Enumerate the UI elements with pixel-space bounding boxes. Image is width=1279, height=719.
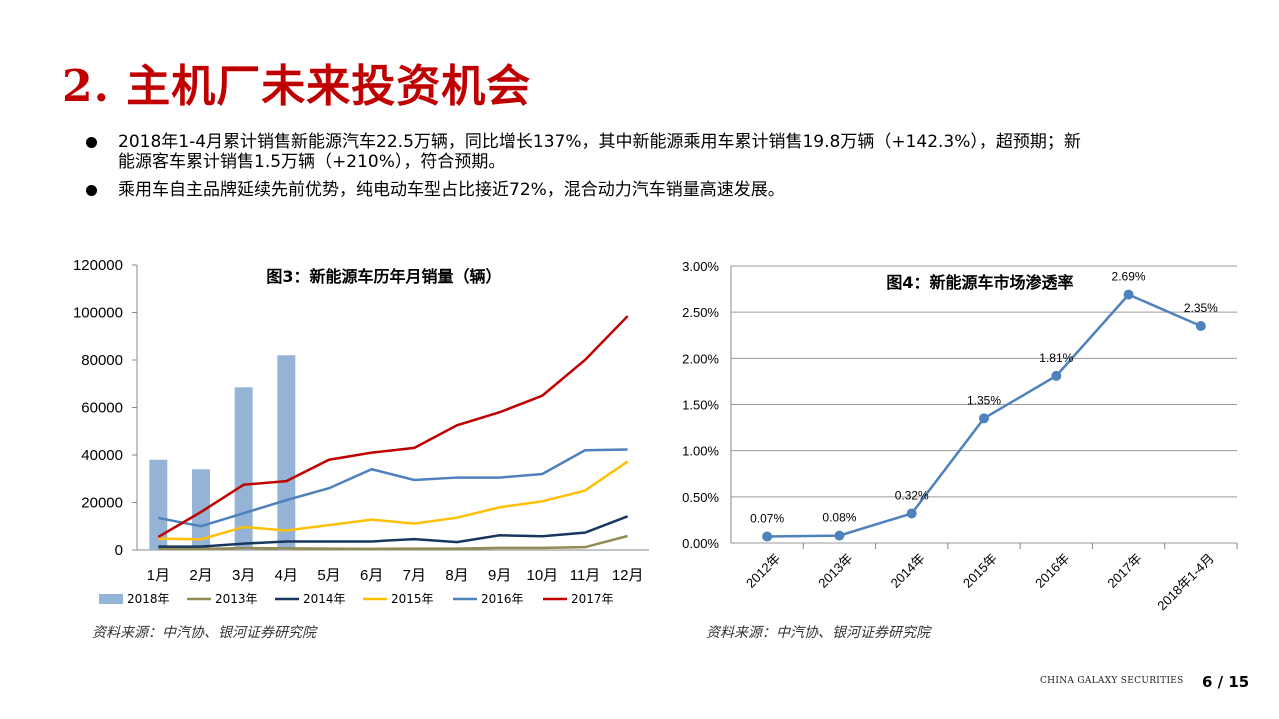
- bullet-dot-icon: [86, 137, 97, 148]
- page-number: 6 / 15: [1202, 673, 1250, 691]
- chart2-y-tick-label: 2.00%: [682, 351, 719, 366]
- chart2-data-label: 2.69%: [1112, 270, 1146, 284]
- footer-brand: CHINA GALAXY SECURITIES: [1040, 676, 1184, 686]
- chart1-y-tick-label: 60000: [81, 400, 123, 417]
- chart1-bar-2018: [149, 459, 168, 550]
- chart1-series-line: [157, 315, 629, 539]
- chart2-y-tick-label: 0.50%: [682, 490, 719, 505]
- chart2-data-label: 0.08%: [822, 511, 856, 525]
- chart1-x-tick-label: 6月: [360, 567, 383, 584]
- chart1-legend-label: 2014年: [303, 592, 346, 606]
- bullet-item: 2018年1-4月累计销售新能源汽车22.5万辆，同比增长137%，其中新能源乘…: [86, 132, 1086, 172]
- chart2-data-label: 0.32%: [895, 488, 929, 502]
- chart1-y-tick-label: 120000: [73, 257, 123, 274]
- chart1-bar-2018: [234, 387, 253, 550]
- chart1-title: 图3：新能源车历年月销量（辆）: [266, 267, 501, 286]
- chart1-legend-label: 2017年: [571, 592, 614, 606]
- chart1-x-tick-label: 3月: [232, 567, 255, 584]
- chart2-x-tick-label: 2014年: [888, 551, 928, 591]
- chart2-y-tick-label: 0.00%: [682, 536, 719, 551]
- chart1-bar-2018: [192, 469, 210, 550]
- chart2-source: 资料来源：中汽协、银河证券研究院: [706, 625, 930, 641]
- chart1-x-tick-label: 12月: [612, 567, 644, 584]
- chart1-legend-label: 2013年: [215, 592, 258, 606]
- chart2-x-tick-label: 2015年: [960, 551, 1000, 591]
- chart1-x-tick-label: 5月: [317, 567, 340, 584]
- chart2-y-tick-label: 1.50%: [682, 398, 719, 413]
- chart2-point: [1051, 370, 1062, 381]
- chart1-x-tick-label: 4月: [275, 567, 298, 584]
- chart2-point: [906, 508, 917, 519]
- chart1-x-tick-label: 7月: [403, 567, 426, 584]
- chart2-data-label: 2.35%: [1184, 301, 1218, 315]
- bullet-dot-icon: [86, 185, 97, 196]
- chart2-title: 图4：新能源车市场渗透率: [886, 273, 1073, 292]
- chart1-y-tick-label: 80000: [81, 352, 123, 369]
- chart1-x-tick-label: 1月: [147, 567, 170, 584]
- chart2-point: [1123, 289, 1134, 300]
- chart1-source: 资料来源：中汽协、银河证券研究院: [92, 625, 316, 641]
- chart1-series-line: [158, 534, 628, 551]
- chart1-y-tick-label: 100000: [73, 305, 123, 322]
- chart2-data-label: 1.35%: [967, 393, 1001, 407]
- chart1-x-tick-label: 2月: [189, 567, 212, 584]
- chart2-x-tick-label: 2013年: [815, 551, 855, 591]
- bullet-list: 2018年1-4月累计销售新能源汽车22.5万辆，同比增长137%，其中新能源乘…: [86, 132, 1086, 208]
- chart2-data-label: 0.07%: [750, 512, 784, 526]
- chart2-y-tick-label: 2.50%: [682, 305, 719, 320]
- bullet-text: 乘用车自主品牌延续先前优势，纯电动车型占比接近72%，混合动力汽车销量高速发展。: [118, 180, 785, 200]
- chart2-point: [979, 413, 989, 424]
- chart1-legend-label: 2016年: [481, 592, 524, 606]
- chart2-x-tick-label: 2012年: [743, 551, 783, 591]
- chart2-point: [834, 530, 845, 541]
- chart1-series-line: [158, 448, 628, 528]
- chart2-y-tick-label: 3.00%: [682, 259, 719, 274]
- chart2-x-tick-label: 2016年: [1032, 551, 1072, 591]
- slide-title: 2. 主机厂未来投资机会: [62, 61, 532, 112]
- chart1-x-tick-label: 11月: [570, 567, 601, 584]
- chart1-x-tick-label: 8月: [445, 567, 468, 584]
- chart1-x-tick-label: 9月: [488, 567, 511, 584]
- chart2-y-tick-label: 1.00%: [682, 444, 719, 459]
- chart1-x-tick-label: 10月: [526, 567, 558, 584]
- chart1-legend-swatch: [99, 594, 123, 604]
- chart1-legend-label: 2015年: [391, 592, 434, 606]
- chart2-x-tick-label: 2017年: [1104, 551, 1144, 591]
- chart2-data-label: 1.81%: [1039, 351, 1073, 365]
- bullet-text: 2018年1-4月累计销售新能源汽车22.5万辆，同比增长137%，其中新能源乘…: [118, 132, 1081, 172]
- chart1-y-tick-label: 0: [115, 542, 123, 559]
- chart2-point: [1195, 321, 1206, 332]
- chart1-series-line: [158, 515, 629, 548]
- chart1-y-tick-label: 40000: [81, 447, 123, 464]
- chart2-point: [762, 531, 773, 542]
- chart1-legend-label: 2018年: [127, 592, 170, 606]
- chart1-y-tick-label: 20000: [81, 495, 123, 512]
- chart2-x-tick-label: 2018年1-4月: [1154, 551, 1217, 614]
- bullet-item: 乘用车自主品牌延续先前优势，纯电动车型占比接近72%，混合动力汽车销量高速发展。: [86, 180, 1086, 200]
- chart1-series-line: [158, 460, 629, 541]
